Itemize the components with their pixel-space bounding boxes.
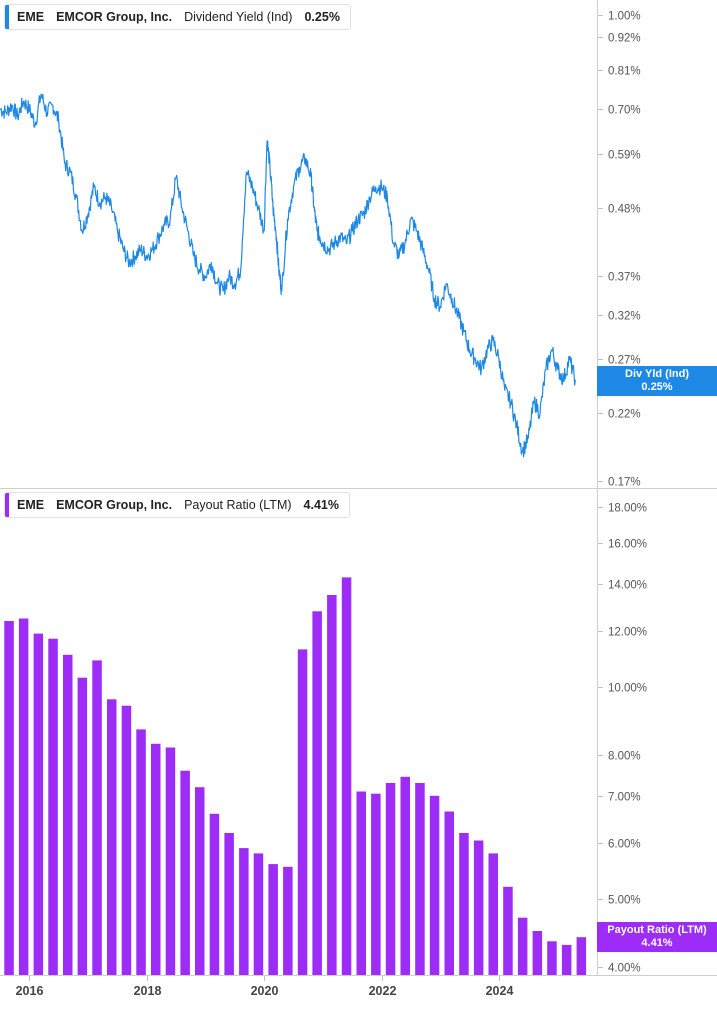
top-legend: EME EMCOR Group, Inc. Dividend Yield (In…	[4, 4, 351, 30]
payout-bar	[136, 729, 146, 975]
payout-bar	[561, 944, 572, 975]
chart-frame	[0, 0, 717, 976]
payout-bar	[239, 848, 249, 975]
x-tick-label: 2022	[369, 984, 397, 998]
payout-bar	[400, 776, 410, 975]
bottom-y-tick-label: 10.00%	[608, 683, 647, 695]
bottom-y-tick-label: 16.00%	[608, 539, 647, 551]
payout-bar	[283, 866, 293, 975]
top-y-tick-label: 0.37%	[608, 272, 641, 284]
payout-bar	[385, 783, 396, 975]
payout-bar	[297, 649, 308, 975]
x-axis: 2016 2018 2020 2022 2024	[16, 975, 514, 998]
top-y-tick-label: 0.27%	[608, 355, 641, 367]
bottom-y-axis: 18.00% 16.00% 14.00% 12.00% 10.00% 8.00% 7.00%…	[597, 503, 647, 975]
top-legend-metric: Dividend Yield (Ind)	[184, 10, 293, 24]
payout-bar	[356, 791, 366, 975]
bottom-legend-value: 4.41%	[303, 498, 339, 512]
payout-bar	[532, 931, 543, 975]
payout-bar	[268, 864, 278, 975]
payout-badge-value: 4.41%	[641, 937, 673, 949]
bottom-y-tick-label: 8.00%	[608, 751, 641, 763]
payout-bar	[121, 705, 132, 975]
yield-badge-label: Div Yld (Ind)	[625, 368, 689, 380]
payout-bar	[253, 853, 264, 975]
bottom-legend-company: EMCOR Group, Inc.	[56, 498, 173, 512]
x-tick-label: 2024	[486, 984, 514, 998]
yield-badge-value: 0.25%	[641, 381, 673, 393]
bottom-payout-bars	[4, 577, 587, 975]
dividend-yield-series	[0, 93, 576, 458]
payout-bar	[517, 917, 528, 975]
x-tick-label: 2016	[16, 984, 44, 998]
top-y-tick-label: 0.92%	[608, 33, 641, 45]
payout-bar	[92, 660, 102, 975]
bottom-y-tick-label: 6.00%	[608, 839, 641, 851]
payout-bar	[415, 783, 425, 975]
bottom-y-tick-label: 14.00%	[608, 580, 647, 592]
payout-bar	[18, 618, 29, 975]
bottom-y-tick-label: 18.00%	[608, 503, 647, 515]
bottom-legend: EME EMCOR Group, Inc. Payout Ratio (LTM)…	[4, 492, 350, 518]
top-y-tick-label: 1.00%	[608, 11, 641, 23]
payout-swatch	[5, 493, 9, 517]
payout-bar	[209, 813, 220, 975]
yield-swatch	[5, 5, 9, 29]
top-y-axis: 1.00% 0.92% 0.81% 0.70% 0.59% 0.48% 0.37% 0.32%…	[597, 11, 641, 489]
payout-bar	[224, 833, 234, 975]
top-y-tick-label: 0.81%	[608, 66, 641, 78]
payout-bar	[151, 743, 161, 975]
top-y-tick-label: 0.59%	[608, 150, 641, 162]
payout-bar	[473, 840, 484, 975]
payout-bar	[195, 787, 205, 975]
payout-bar	[488, 853, 498, 975]
payout-bar	[444, 811, 454, 975]
top-y-tick-label: 0.32%	[608, 311, 641, 323]
top-legend-value: 0.25%	[304, 10, 340, 24]
payout-bar	[547, 941, 557, 975]
x-tick-label: 2020	[251, 984, 279, 998]
bottom-legend-metric: Payout Ratio (LTM)	[184, 498, 292, 512]
payout-bar	[180, 770, 190, 975]
payout-bar	[341, 577, 352, 975]
payout-bar	[4, 621, 14, 975]
top-y-tick-label: 0.22%	[608, 409, 641, 421]
payout-bar	[312, 611, 322, 975]
payout-bar	[77, 677, 88, 975]
yield-value-badge: Div Yld (Ind) 0.25%	[597, 366, 717, 396]
payout-bar	[459, 833, 469, 975]
payout-bar	[33, 633, 44, 975]
payout-bar	[48, 638, 58, 975]
payout-bar	[576, 937, 587, 975]
payout-badge-label: Payout Ratio (LTM)	[607, 924, 707, 936]
payout-bar	[371, 793, 381, 975]
top-yield-line	[0, 93, 576, 458]
bottom-legend-ticker: EME	[17, 498, 45, 512]
payout-bar	[107, 699, 117, 975]
payout-bar	[503, 886, 513, 975]
top-legend-company: EMCOR Group, Inc.	[56, 10, 173, 24]
bottom-y-tick-label: 7.00%	[608, 792, 641, 804]
bottom-y-tick-label: 4.00%	[608, 963, 641, 975]
top-y-tick-label: 0.17%	[608, 477, 641, 489]
top-legend-ticker: EME	[17, 10, 45, 24]
payout-bar	[63, 654, 73, 975]
payout-value-badge: Payout Ratio (LTM) 4.41%	[597, 922, 717, 952]
payout-bar	[165, 747, 176, 975]
top-y-tick-label: 0.48%	[608, 204, 641, 216]
payout-bar	[327, 595, 337, 975]
bottom-y-tick-label: 12.00%	[608, 627, 647, 639]
payout-bar	[429, 795, 440, 975]
x-tick-label: 2018	[134, 984, 162, 998]
bottom-y-tick-label: 5.00%	[608, 895, 641, 907]
top-y-tick-label: 0.70%	[608, 105, 641, 117]
